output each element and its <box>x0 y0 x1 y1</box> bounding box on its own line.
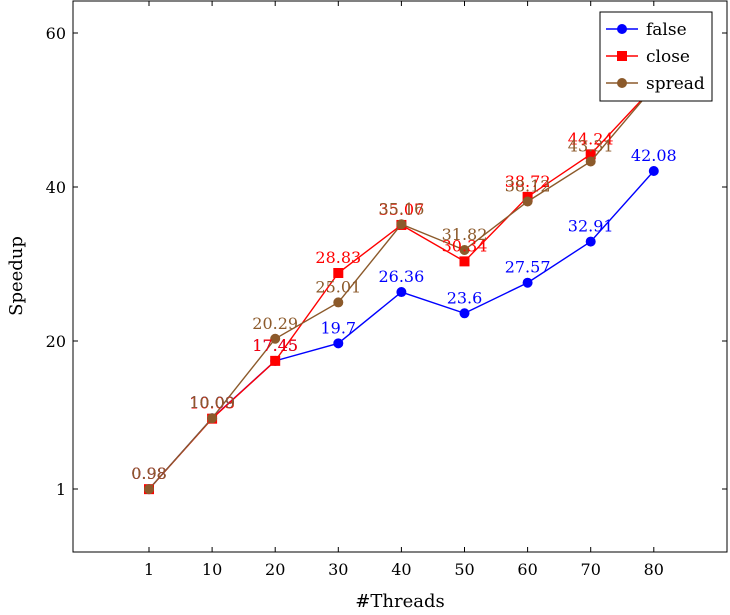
plot-frame <box>72 0 728 553</box>
spread-data-label: 25.01 <box>315 277 361 296</box>
legend: false close spread <box>599 11 713 102</box>
x-tick-label: 70 <box>581 560 601 579</box>
x-tick-label: 50 <box>454 560 474 579</box>
y-tick-label: 60 <box>46 24 66 43</box>
false-data-label: 26.36 <box>378 267 424 286</box>
y-tick-label: 40 <box>46 178 66 197</box>
x-tick-label: 80 <box>644 560 664 579</box>
legend-close-label: close <box>646 47 690 67</box>
false-data-label: 42.08 <box>631 146 677 165</box>
y-tick-label: 20 <box>46 332 66 351</box>
y-tick-label: 1 <box>56 480 66 499</box>
false-point <box>333 338 344 349</box>
false-data-label: 0.98 <box>131 464 167 483</box>
axis-ticks: 1 10 20 30 40 50 60 70 80 1 20 40 60 <box>46 1 727 579</box>
false-data-label: 23.6 <box>447 288 483 307</box>
close-point <box>617 51 627 61</box>
close-data-label: 10.03 <box>189 394 235 413</box>
false-point <box>522 277 533 288</box>
close-data-label: 17.45 <box>252 336 298 355</box>
spread-data-label: 0.98 <box>131 464 167 483</box>
false-point <box>585 236 596 247</box>
spread-point <box>270 333 281 344</box>
close-data-label: 28.83 <box>315 248 361 267</box>
false-point <box>648 165 659 176</box>
x-tick-label: 10 <box>202 560 222 579</box>
false-point <box>396 287 407 298</box>
legend-spread-label: spread <box>646 74 705 94</box>
false-data-label: 27.57 <box>505 258 551 277</box>
x-axis-label: #Threads <box>355 591 444 612</box>
spread-point <box>459 244 470 255</box>
spread-data-label: 31.82 <box>442 225 488 244</box>
close-point <box>333 268 344 279</box>
spread-point <box>522 196 533 207</box>
x-tick-label: 60 <box>517 560 537 579</box>
false-point <box>617 24 627 34</box>
x-tick-label: 20 <box>265 560 285 579</box>
false-data-label: 19.7 <box>320 318 356 337</box>
data-labels-layer: 0.98 10.09 17.45 19.7 26.36 23.6 27.57 32.91 42.… <box>131 129 677 483</box>
legend-false-label: false <box>646 20 687 40</box>
x-tick-label: 30 <box>328 560 348 579</box>
close-data-label: 38.72 <box>505 172 551 191</box>
spread-point <box>333 297 344 308</box>
false-data-label: 10.09 <box>189 393 235 412</box>
false-data-label: 32.91 <box>568 217 614 236</box>
x-tick-label: 1 <box>144 560 154 579</box>
y-axis-label: Speedup <box>6 236 27 316</box>
close-point <box>270 355 281 366</box>
false-point <box>459 308 470 319</box>
x-tick-label: 40 <box>391 560 411 579</box>
false-data-label: 17.45 <box>252 336 298 355</box>
spread-data-label: 38.12 <box>505 176 551 195</box>
spread-data-label: 43.31 <box>568 137 614 156</box>
close-point <box>459 256 470 267</box>
close-data-label: 30.34 <box>442 236 488 255</box>
spread-point <box>585 156 596 167</box>
spread-data-label: 35.16 <box>378 199 424 218</box>
spread-data-label: 10.09 <box>189 393 235 412</box>
spread-point <box>207 413 218 424</box>
close-data-label: 0.98 <box>131 464 167 483</box>
spread-data-label: 20.29 <box>252 314 298 333</box>
spread-point <box>617 78 627 88</box>
spread-point <box>396 219 407 230</box>
spread-point <box>144 484 154 495</box>
close-data-label: 35.07 <box>378 200 424 219</box>
close-data-label: 44.24 <box>568 129 614 148</box>
